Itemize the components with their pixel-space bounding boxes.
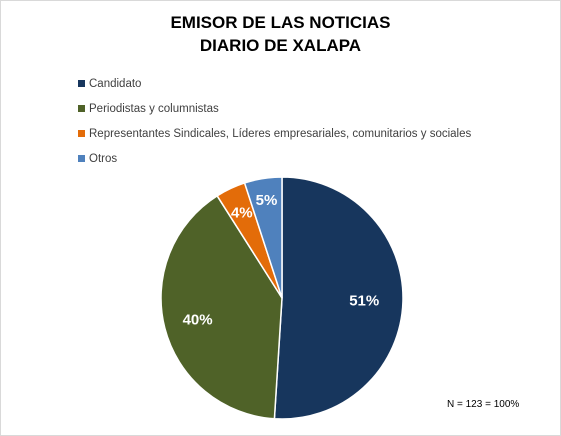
pie-slice-candidato <box>273 176 404 420</box>
legend-item-candidato: Candidato <box>78 71 471 96</box>
chart-title: EMISOR DE LAS NOTICIAS <box>170 13 391 32</box>
data-label-candidato: 51% <box>349 293 379 310</box>
sample-size-note: N = 123 = 100% <box>447 399 520 410</box>
pie-slice-otros <box>243 176 283 299</box>
legend-item-representantes: Representantes Sindicales, Líderes empre… <box>78 121 471 146</box>
legend-label: Otros <box>89 152 118 165</box>
legend-swatch <box>78 130 85 137</box>
data-label-representantes: 4% <box>231 205 253 222</box>
data-label-otros: 5% <box>256 192 278 209</box>
chart-subtitle: DIARIO DE XALAPA <box>199 36 362 55</box>
legend-item-periodistas: Periodistas y columnistas <box>78 96 471 121</box>
legend: Candidato Periodistas y columnistas Repr… <box>78 71 471 171</box>
legend-label: Representantes Sindicales, Líderes empre… <box>89 127 472 140</box>
legend-label: Candidato <box>89 77 142 90</box>
legend-swatch <box>78 80 85 87</box>
legend-item-otros: Otros <box>78 146 471 171</box>
legend-swatch <box>78 105 85 112</box>
data-label-periodistas: 40% <box>183 312 213 329</box>
legend-swatch <box>78 155 85 162</box>
legend-label: Periodistas y columnistas <box>89 102 219 115</box>
